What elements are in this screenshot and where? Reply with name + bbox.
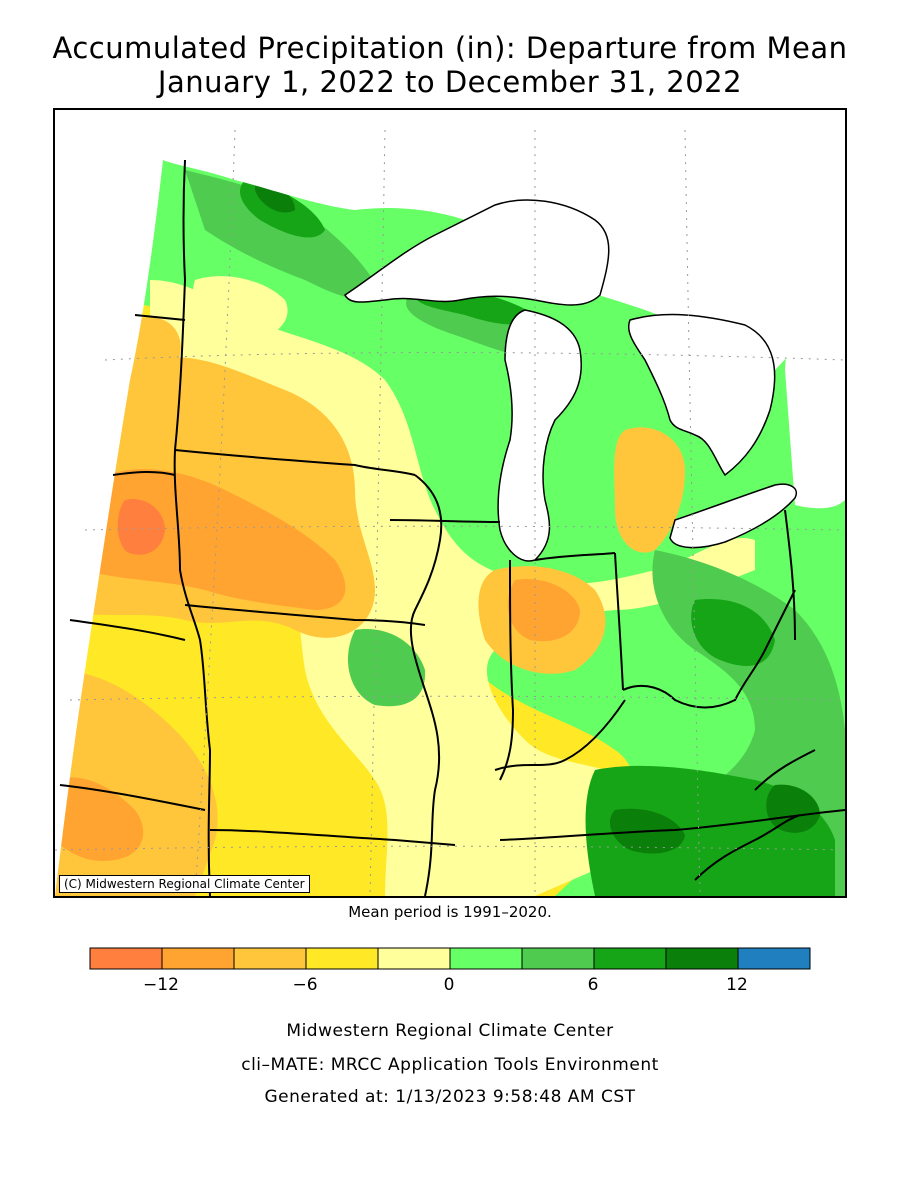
legend-color-box <box>665 947 739 970</box>
state-boundaries <box>59 159 845 896</box>
dry-region-dark-orange <box>507 579 580 642</box>
legend-tick: −12 <box>143 975 179 995</box>
legend-tick: −6 <box>292 975 318 995</box>
map-date-range: January 1, 2022 to December 31, 2022 <box>157 65 743 99</box>
lake-superior <box>344 199 610 306</box>
legend-color-box <box>521 947 595 970</box>
copyright-label: (C) Midwestern Regional Climate Center <box>59 875 310 893</box>
precipitation-map: (C) Midwestern Regional Climate Center <box>53 108 847 898</box>
near-normal-region <box>193 276 288 340</box>
legend-color-box <box>449 947 523 970</box>
left-mask <box>55 110 163 896</box>
legend-tick: 0 <box>443 975 455 995</box>
dry-region-extreme <box>117 499 165 555</box>
map-title: Accumulated Precipitation (in): Departur… <box>52 31 848 65</box>
legend-color-box <box>161 947 235 970</box>
credit-tool: cli–MATE: MRCC Application Tools Environ… <box>241 1055 659 1075</box>
wet-region-medium <box>185 170 385 301</box>
legend-color-box <box>305 947 379 970</box>
color-legend <box>89 947 811 970</box>
legend-color-box <box>593 947 667 970</box>
legend-color-box <box>737 947 811 970</box>
map-canvas <box>55 110 845 896</box>
legend-tick: 12 <box>726 975 748 995</box>
legend-color-box <box>233 947 307 970</box>
wet-region-darkest <box>766 784 820 833</box>
dry-region-dark-orange <box>55 777 144 861</box>
credit-organization: Midwestern Regional Climate Center <box>286 1021 614 1041</box>
legend-tick: 6 <box>587 975 599 995</box>
canada-mask <box>55 110 845 373</box>
legend-color-box <box>89 947 163 970</box>
right-mask <box>785 110 845 509</box>
legend-color-box <box>377 947 451 970</box>
wet-region-medium <box>347 629 426 707</box>
wet-region-dark <box>691 599 775 666</box>
graticule <box>55 129 845 896</box>
credit-generated-time: Generated at: 1/13/2023 9:58:48 AM CST <box>264 1087 636 1107</box>
lake-erie <box>669 483 797 549</box>
dry-region-orange <box>614 427 685 553</box>
mean-period-note: Mean period is 1991–2020. <box>348 903 552 921</box>
